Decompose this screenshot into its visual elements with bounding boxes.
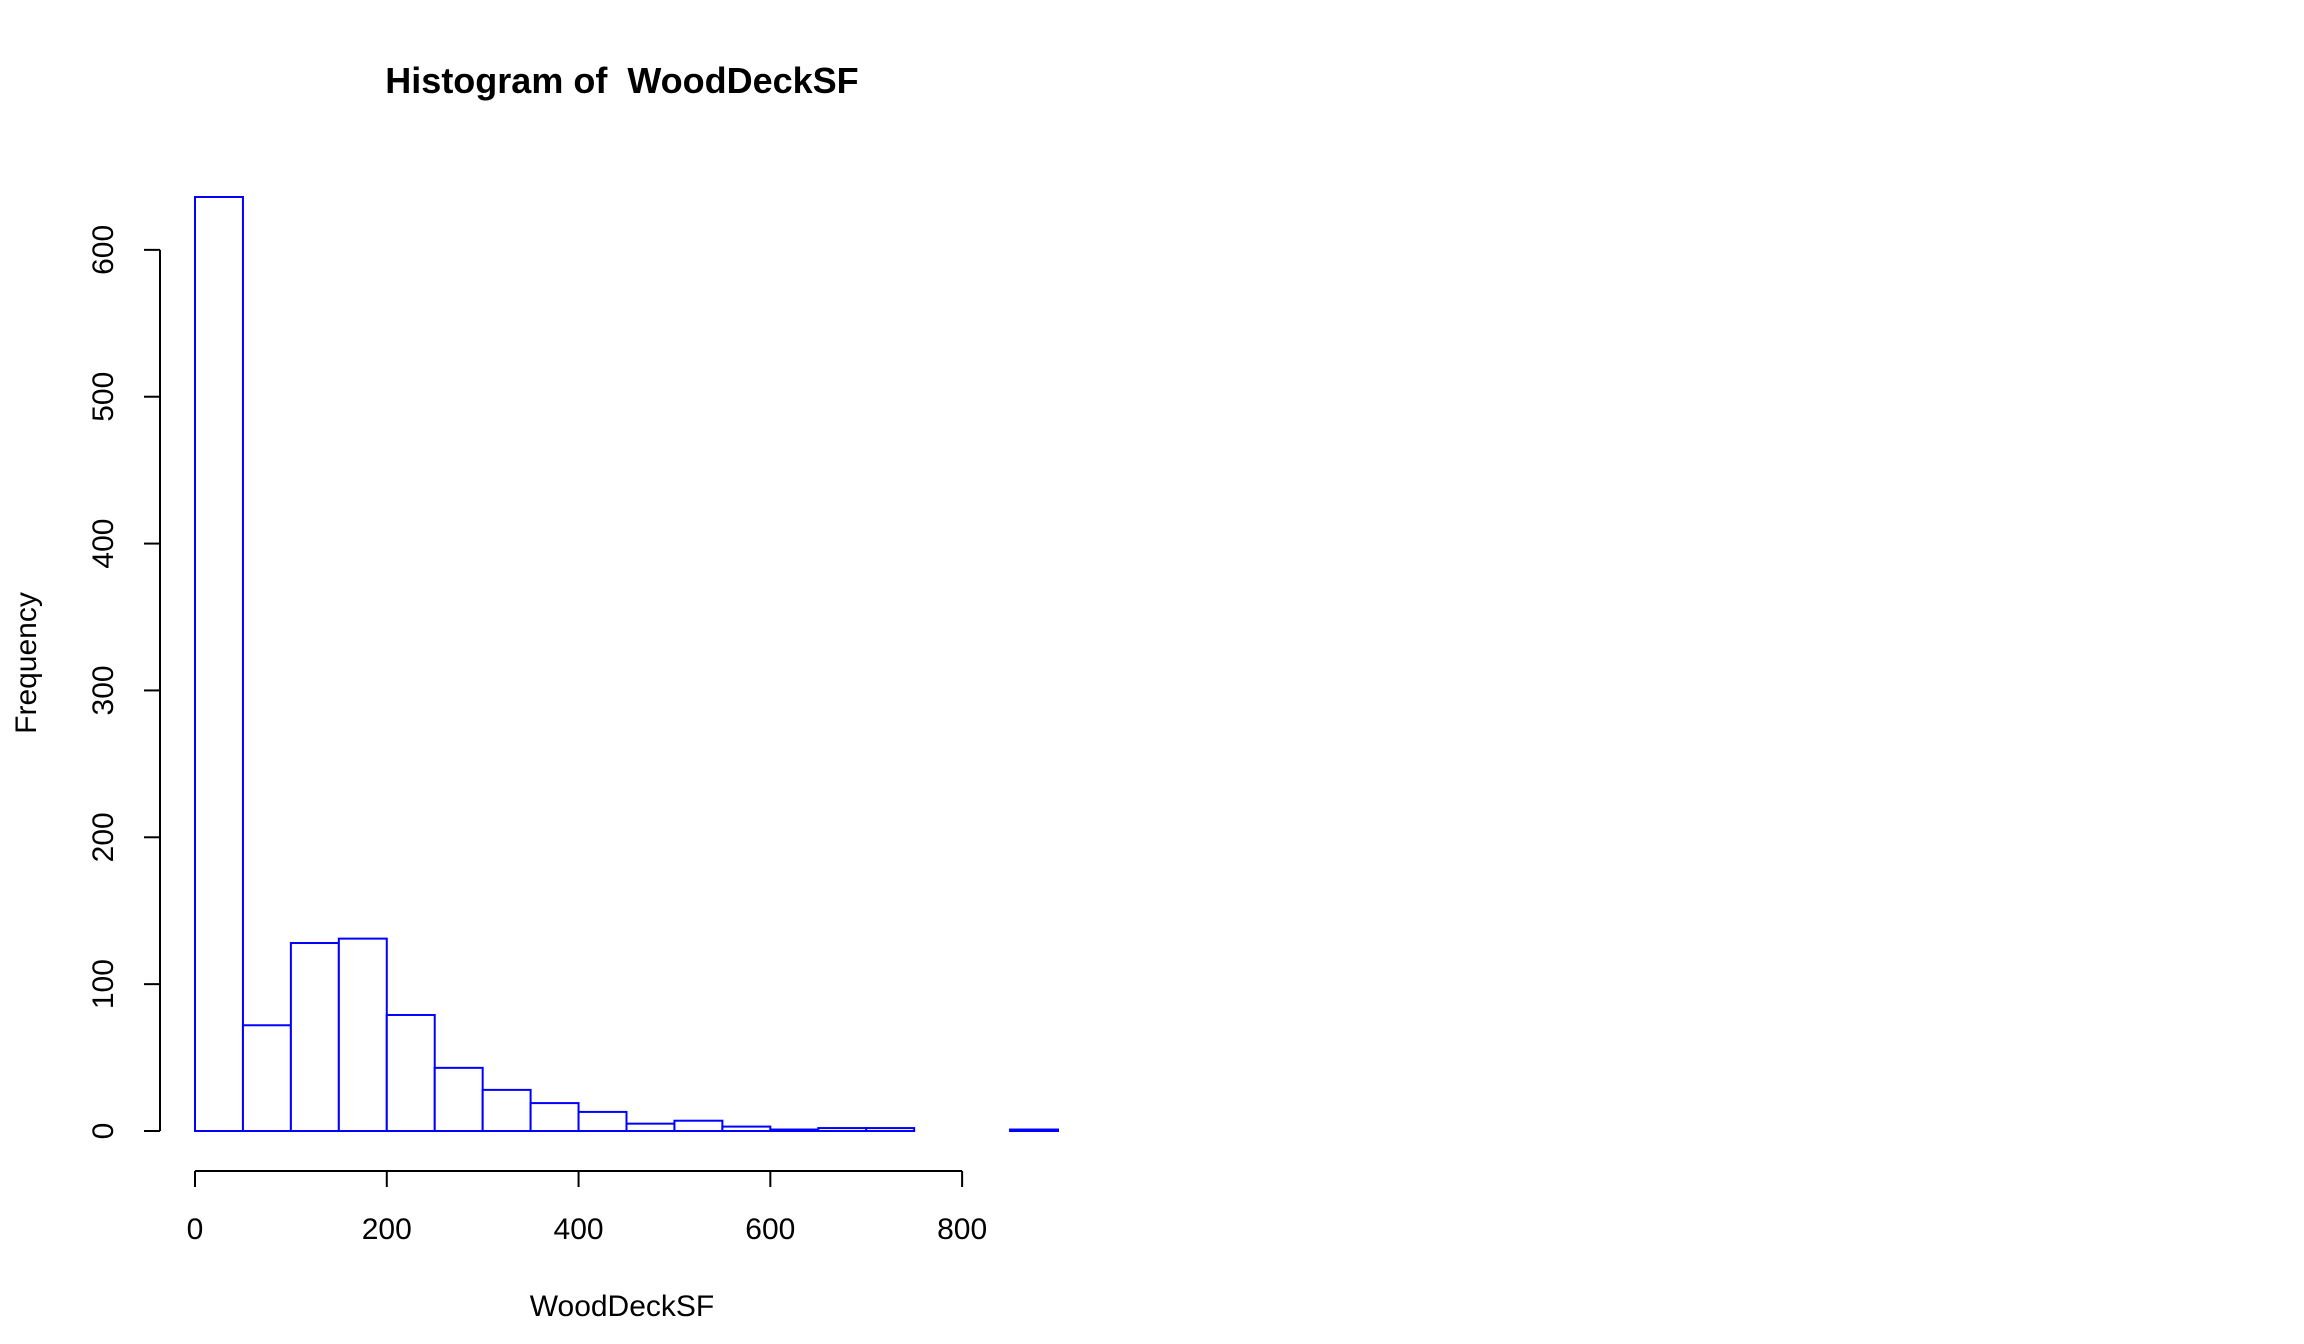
histogram-bar <box>625 1122 676 1132</box>
histogram-bar <box>865 1127 916 1132</box>
histogram-bar <box>769 1128 820 1133</box>
y-tick-label: 600 <box>87 225 120 275</box>
histogram-bar <box>337 937 388 1133</box>
y-tick-label: 300 <box>87 665 120 715</box>
y-axis-label: Frequency <box>10 592 43 734</box>
y-tick-label: 200 <box>87 812 120 862</box>
histogram-bar <box>817 1127 868 1132</box>
x-axis: 0 200 400 600 800 <box>187 1170 987 1246</box>
x-tick-label: 200 <box>362 1213 412 1246</box>
y-axis: 0 100 200 300 400 500 600 <box>87 225 161 1140</box>
histogram-bar <box>577 1110 628 1133</box>
histogram-bar <box>385 1013 436 1132</box>
y-tick-label: 0 <box>87 1123 120 1140</box>
histogram-bar <box>289 942 340 1132</box>
histogram-bar <box>529 1102 580 1133</box>
y-tick-label: 500 <box>87 372 120 422</box>
histogram-bar <box>673 1119 724 1132</box>
histogram-bar <box>1009 1128 1059 1133</box>
histogram-bar <box>721 1125 772 1133</box>
y-tick-label: 400 <box>87 519 120 569</box>
x-axis-label: WoodDeckSF <box>530 1290 715 1323</box>
x-tick-label: 600 <box>745 1213 795 1246</box>
histogram-bar <box>481 1088 532 1132</box>
x-tick-label: 400 <box>554 1213 604 1246</box>
y-tick-label: 100 <box>87 959 120 1009</box>
histogram-bar <box>241 1024 292 1133</box>
chart-title: Histogram of WoodDeckSF <box>385 60 858 101</box>
histogram-bar <box>433 1066 484 1132</box>
x-tick-label: 800 <box>937 1213 987 1246</box>
x-tick-label: 0 <box>187 1213 204 1246</box>
bars-group <box>194 196 1059 1133</box>
histogram-bar <box>194 196 244 1132</box>
